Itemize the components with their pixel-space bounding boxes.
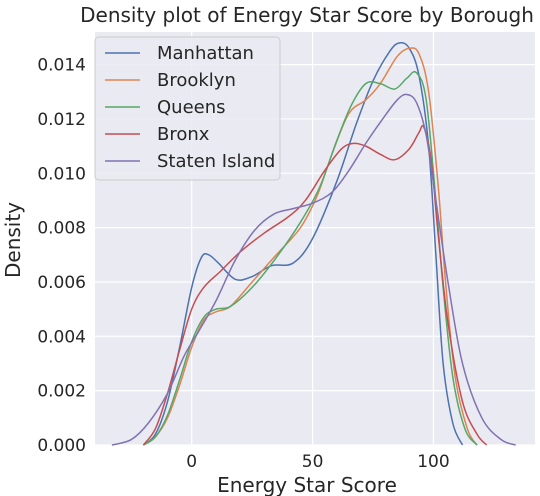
y-tick-label: 0.008 [37,219,86,239]
y-tick-label: 0.014 [37,56,86,76]
series-line-bronx [142,124,488,446]
series-line-manhattan [142,42,464,446]
x-tick-label: 50 [302,452,324,472]
y-tick-label: 0.012 [37,110,86,130]
y-tick-label: 0.010 [37,164,86,184]
x-tick-label: 100 [417,452,449,472]
legend-label-bronx: Bronx [157,124,210,145]
legend-label-staten-island: Staten Island [157,151,275,172]
y-tick-label: 0.002 [37,382,86,402]
legend: Manhattan Brooklyn Queens Bronx Staten Islan… [94,36,281,181]
x-axis-label: Energy Star Score [217,473,397,496]
x-axis: 0 50 100 [186,452,449,472]
x-tick-label: 0 [186,452,197,472]
legend-label-queens: Queens [157,97,226,118]
y-tick-label: 0.000 [37,436,86,456]
y-axis: 0.000 0.002 0.004 0.006 0.008 0.010 0.012 0.014 [37,56,86,456]
series-line-staten-island [111,93,516,446]
y-tick-label: 0.004 [37,327,86,347]
y-axis-label: Density [1,202,25,278]
series-layer [111,42,516,446]
legend-box [94,36,281,181]
legend-label-brooklyn: Brooklyn [157,70,236,91]
legend-label-manhattan: Manhattan [157,43,254,64]
chart-title: Density plot of Energy Star Score by Bor… [80,3,534,27]
y-tick-label: 0.006 [37,273,86,293]
